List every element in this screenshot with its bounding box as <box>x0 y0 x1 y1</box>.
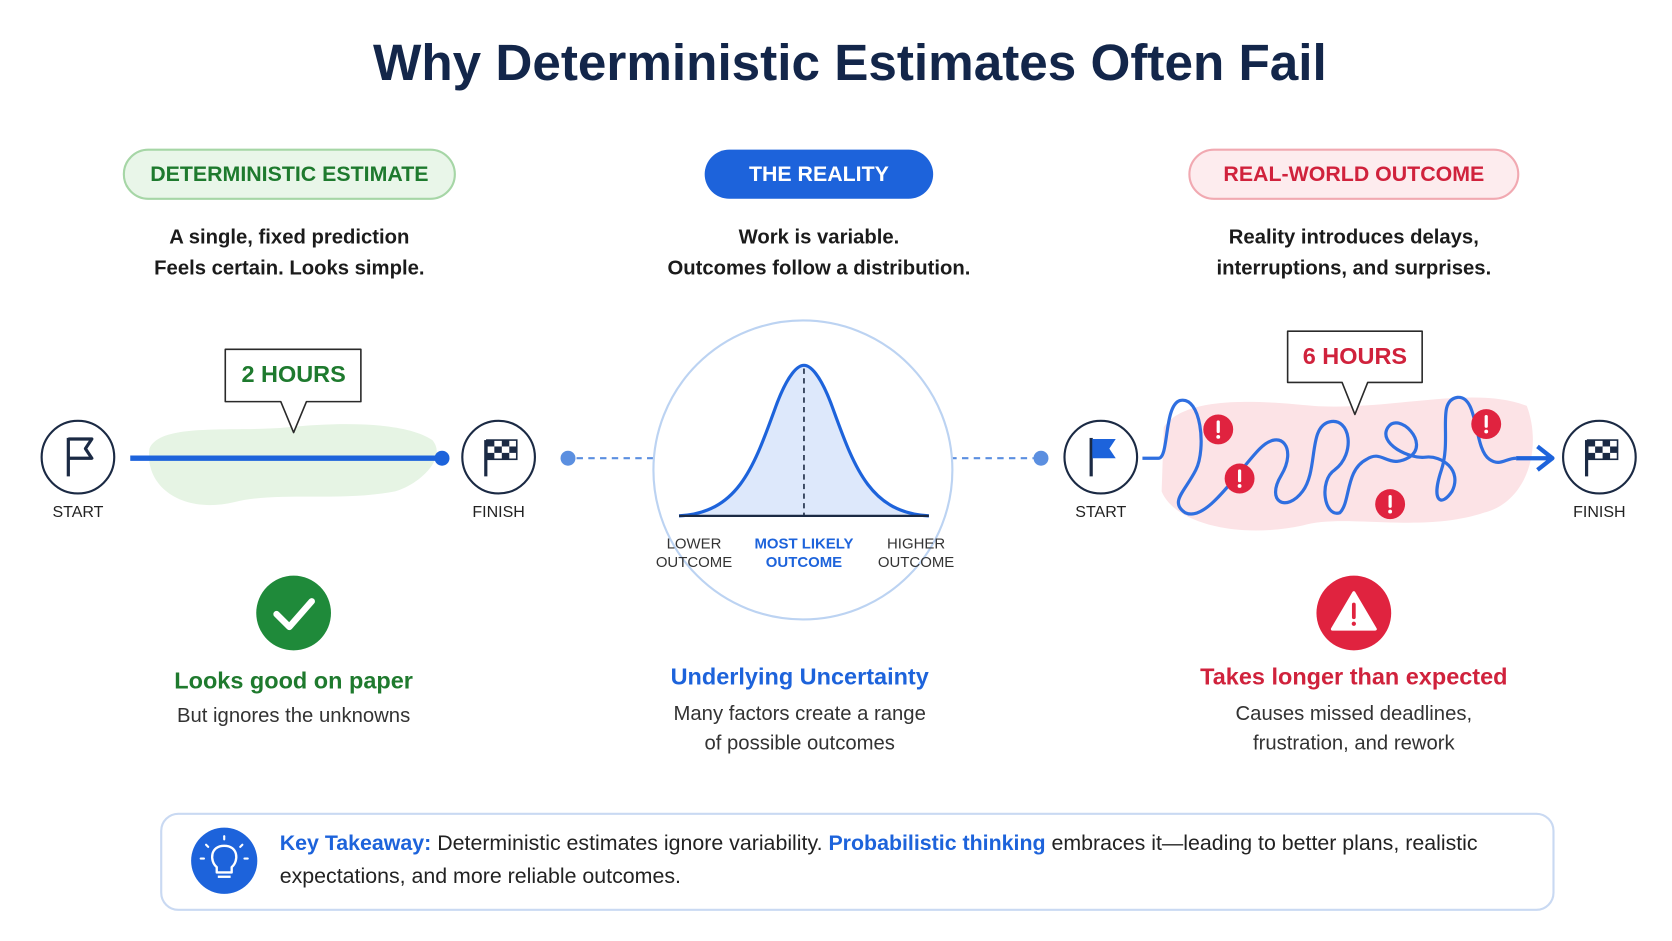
description: Reality introduces delays, <box>1229 227 1479 249</box>
curve-label: OUTCOME <box>766 554 842 571</box>
description: Outcomes follow a distribution. <box>667 258 970 280</box>
connector-dot <box>1033 450 1049 466</box>
callout: 2 HOURS <box>241 361 345 387</box>
curve-label: LOWER <box>667 536 722 553</box>
heading: Underlying Uncertainty <box>671 663 929 689</box>
curve-label: MOST LIKELY <box>754 536 853 553</box>
alert-markers <box>1203 409 1502 520</box>
finish-label: FINISH <box>472 504 524 521</box>
tangled-path <box>1142 395 1517 516</box>
takeaway-text: embraces it—leading to better plans, rea… <box>279 831 1478 889</box>
title: Why Deterministic Estimates Often Fail <box>373 34 1327 91</box>
check-icon <box>256 575 331 651</box>
start-label: START <box>52 504 103 521</box>
takeaway-label: Key Takeaway: <box>279 831 432 856</box>
body-text: But ignores the unknowns <box>177 705 410 727</box>
start-icon <box>40 419 116 495</box>
badge: REAL-WORLD OUTCOME <box>1223 162 1484 186</box>
takeaway-box <box>160 812 1555 911</box>
bell-curve <box>678 363 929 518</box>
finish-label: FINISH <box>1573 504 1625 521</box>
highlight <box>1161 397 1533 531</box>
highlight <box>148 424 437 506</box>
heading: Looks good on paper <box>174 668 413 694</box>
body-text: frustration, and rework <box>1253 733 1455 755</box>
start-icon <box>1063 419 1139 495</box>
callout-box <box>224 348 362 434</box>
heading: Takes longer than expected <box>1200 663 1507 689</box>
takeaway-text: Key Takeaway: Deterministic estimates ig… <box>280 828 1540 894</box>
callout: 6 HOURS <box>1303 343 1407 369</box>
takeaway-text: Deterministic estimates ignore variabili… <box>437 831 823 856</box>
body-text: Causes missed deadlines, <box>1236 703 1473 725</box>
badge-bg <box>122 148 456 200</box>
finish-icon <box>1562 419 1637 495</box>
body-text: Many factors create a range <box>674 703 926 725</box>
badge: THE REALITY <box>749 162 889 186</box>
takeaway: Key Takeaway: Deterministic estimates ig… <box>280 828 1540 894</box>
bulb-icon <box>191 827 258 894</box>
badge-bg <box>1188 148 1520 200</box>
curve-label: HIGHER <box>887 536 945 553</box>
badge-bg <box>704 149 934 199</box>
endpoint <box>434 450 450 466</box>
curve-label: OUTCOME <box>878 554 954 571</box>
connector-dot <box>560 450 576 466</box>
takeaway-emphasis: Probabilistic thinking <box>828 831 1046 856</box>
body-text: of possible outcomes <box>705 733 895 755</box>
callout-box <box>1286 330 1423 416</box>
curve-label: OUTCOME <box>656 554 732 571</box>
start-label: START <box>1075 504 1126 521</box>
arrow <box>1516 444 1555 472</box>
finish-icon <box>461 419 536 495</box>
badge: DETERMINISTIC ESTIMATE <box>150 162 428 186</box>
description: Work is variable. <box>739 227 900 249</box>
description: interruptions, and surprises. <box>1216 258 1491 280</box>
description: A single, fixed prediction <box>169 227 409 249</box>
description: Feels certain. Looks simple. <box>154 258 424 280</box>
warning-icon <box>1316 575 1392 651</box>
